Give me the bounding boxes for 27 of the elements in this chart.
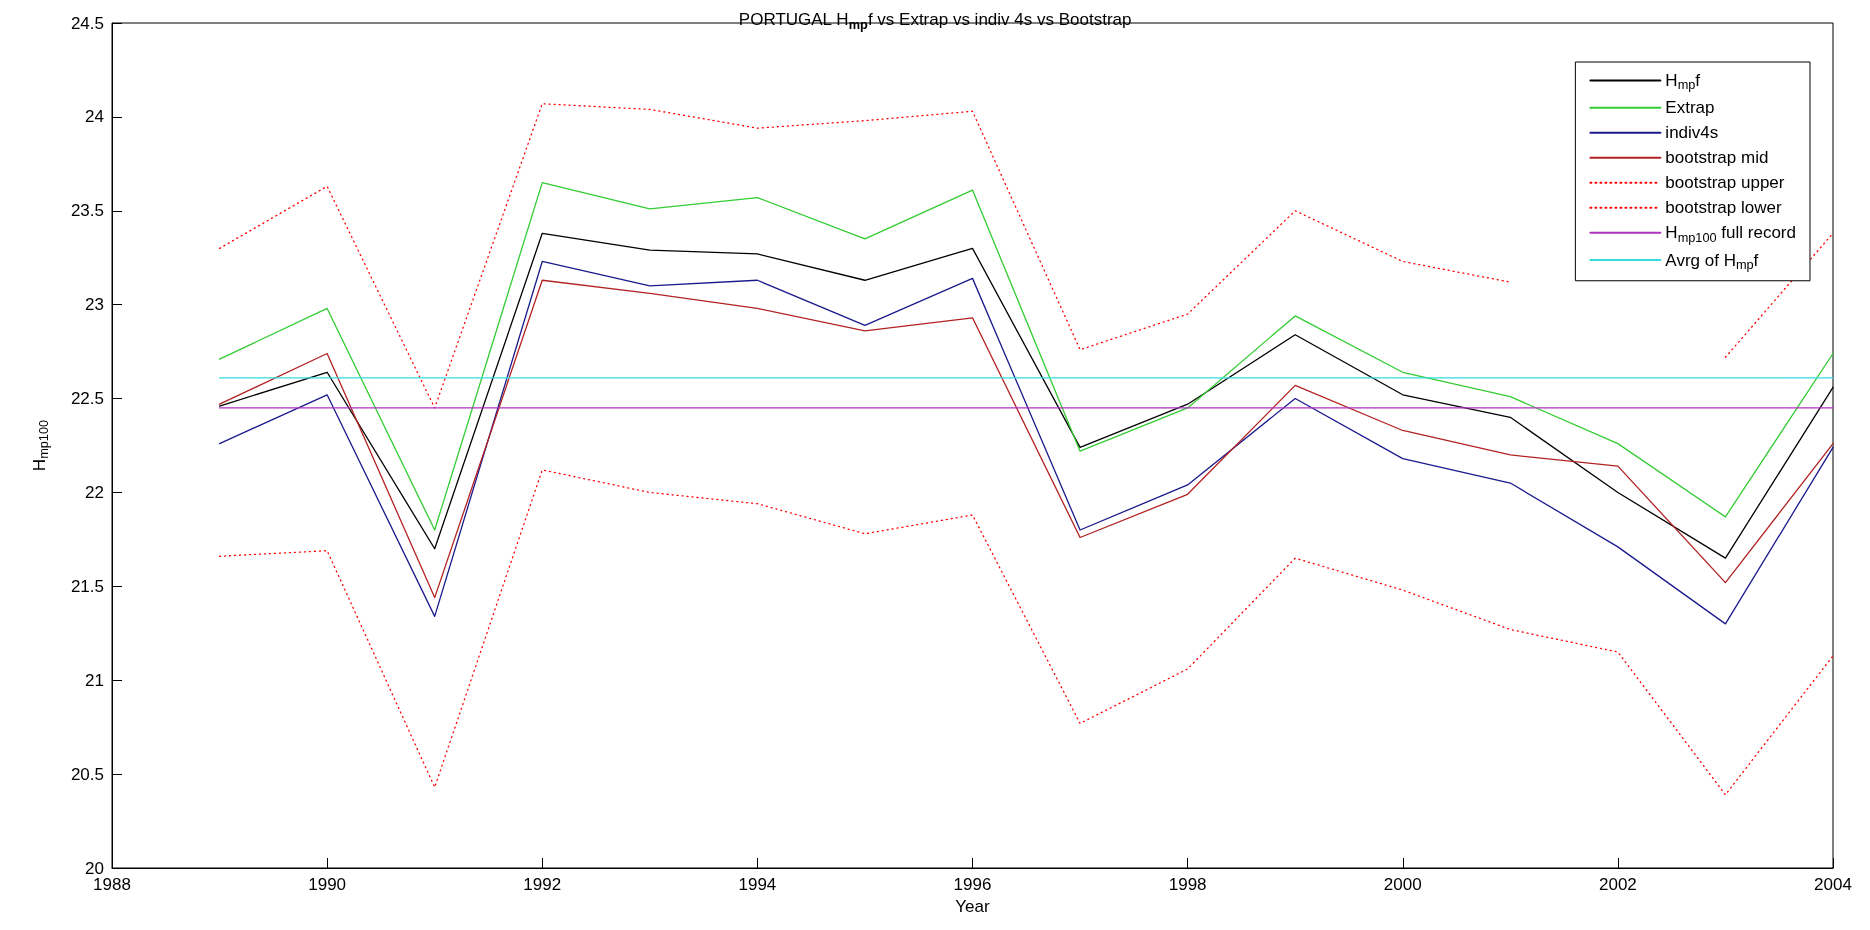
y-tick-label: 24	[85, 107, 104, 127]
y-tick-label: 20.5	[70, 764, 104, 784]
x-tick-label: 1992	[523, 875, 562, 894]
legend-label: Extrap	[1665, 98, 1715, 118]
y-tick-label: 21	[85, 670, 104, 690]
legend-label: indiv4s	[1665, 123, 1719, 143]
y-tick-label: 22.5	[70, 389, 104, 409]
x-axis-title: Year	[955, 897, 991, 916]
y-tick-label: 20	[85, 858, 104, 878]
legend-label: bootstrap lower	[1665, 198, 1782, 218]
y-tick-label: 23	[85, 295, 104, 315]
y-tick-label: 21.5	[70, 576, 104, 596]
legend-label: bootstrap upper	[1665, 173, 1785, 193]
x-tick-label: 2000	[1383, 875, 1422, 894]
x-tick-label: 2002	[1598, 875, 1637, 894]
x-tick-label: 1996	[953, 875, 992, 894]
y-tick-label: 22	[85, 482, 104, 502]
y-axis-title: Hmp100	[29, 419, 51, 472]
x-tick-label: 1990	[308, 875, 347, 894]
legend-label: bootstrap mid	[1665, 148, 1769, 168]
y-tick-label: 24.5	[70, 13, 104, 33]
x-tick-label: 2004	[1814, 875, 1852, 894]
x-tick-label: 1988	[93, 875, 131, 894]
x-tick-label: 1994	[738, 875, 777, 894]
x-tick-label: 1998	[1168, 875, 1207, 894]
line-series	[218, 469, 1834, 796]
y-tick-label: 23.5	[70, 201, 104, 221]
